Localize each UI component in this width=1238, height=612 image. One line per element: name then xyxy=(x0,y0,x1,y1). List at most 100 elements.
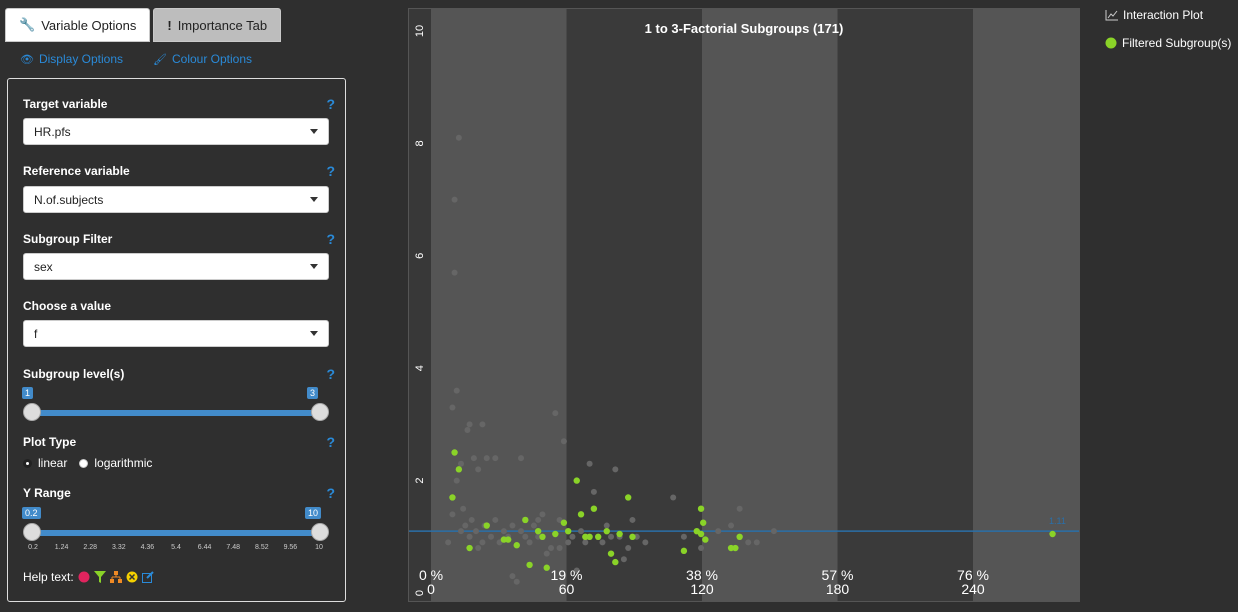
y-range-slider[interactable]: 0.2 10 xyxy=(22,507,329,551)
close-circle-icon[interactable] xyxy=(126,571,138,583)
filtered-subgroup-point xyxy=(577,511,585,518)
legend-interaction-plot[interactable]: Interaction Plot xyxy=(1105,8,1231,22)
legend-filtered-subgroups[interactable]: Filtered Subgroup(s) xyxy=(1105,36,1231,50)
tab-variable-options[interactable]: 🔧 Variable Options xyxy=(5,8,151,42)
y-range-ticks: 0.2 1.24 2.28 3.32 4.36 5.4 6.44 7.48 8.… xyxy=(23,544,329,554)
help-icon[interactable]: ? xyxy=(326,366,335,382)
slider-max-value: 3 xyxy=(307,387,319,399)
subgroup-filter-select[interactable]: sex xyxy=(23,253,329,280)
subgroup-point xyxy=(736,505,743,512)
subgroup-point xyxy=(565,539,572,546)
radio-linear[interactable] xyxy=(23,458,32,468)
help-icon[interactable]: ? xyxy=(326,163,335,179)
slider-max-handle[interactable] xyxy=(311,523,329,541)
tab-label: Variable Options xyxy=(41,17,137,33)
subgroup-point xyxy=(642,539,649,546)
select-value: sex xyxy=(34,259,53,274)
filtered-subgroup-point xyxy=(560,519,568,526)
slider-min-handle[interactable] xyxy=(23,523,41,541)
help-icon[interactable]: ? xyxy=(326,231,335,247)
filtered-subgroup-point xyxy=(466,544,473,552)
filtered-subgroup-point xyxy=(736,533,743,540)
subgroup-point xyxy=(479,539,486,546)
subgroup-point xyxy=(449,511,456,518)
subgroup-point xyxy=(518,528,525,535)
reference-variable-select[interactable]: N.of.subjects xyxy=(23,186,329,213)
subgroup-point xyxy=(488,533,495,540)
eye-icon: 👁 xyxy=(20,53,34,66)
select-value: HR.pfs xyxy=(34,124,71,139)
tab-importance[interactable]: ! Importance Tab xyxy=(153,8,282,42)
reference-line-label: 1.11 xyxy=(1049,516,1066,526)
subgroup-point xyxy=(513,578,520,585)
subgroup-point xyxy=(625,545,632,552)
filtered-subgroup-point xyxy=(629,533,636,540)
background-band xyxy=(431,9,567,601)
filtered-subgroup-point xyxy=(697,505,705,512)
subgroup-point xyxy=(455,134,462,141)
tab-label: Importance Tab xyxy=(177,17,268,33)
legend: Interaction Plot Filtered Subgroup(s) xyxy=(1105,8,1231,64)
filter-icon[interactable] xyxy=(93,571,106,583)
subgroup-point xyxy=(539,511,546,518)
reference-variable-label: Reference variable xyxy=(23,164,130,178)
chevron-down-icon xyxy=(310,129,318,134)
subgroup-levels-slider[interactable]: 1 3 xyxy=(22,387,329,431)
subtab-display-options[interactable]: 👁 Display Options xyxy=(20,52,123,66)
filtered-subgroup-point xyxy=(449,494,456,501)
select-value: N.of.subjects xyxy=(34,192,104,207)
help-icon[interactable]: ? xyxy=(326,485,335,501)
subgroup-filter-label: Subgroup Filter xyxy=(23,232,113,246)
hierarchy-icon[interactable] xyxy=(109,571,122,583)
filtered-subgroup-point xyxy=(539,533,546,540)
circle-icon[interactable] xyxy=(78,571,90,583)
subgroup-point xyxy=(479,421,486,428)
subgroup-point xyxy=(509,522,516,529)
subgroup-point xyxy=(590,488,597,495)
subgroup-point xyxy=(518,455,525,462)
filtered-subgroup-point xyxy=(594,533,602,540)
help-text-label: Help text: xyxy=(23,570,74,584)
filtered-subgroup-point xyxy=(607,550,615,557)
edit-icon[interactable] xyxy=(141,571,154,583)
subgroup-point xyxy=(680,533,687,540)
subgroup-point xyxy=(458,460,465,467)
slider-max-handle[interactable] xyxy=(311,403,329,421)
filtered-subgroup-point xyxy=(543,564,550,571)
filtered-subgroup-point xyxy=(451,449,458,456)
subtab-colour-options[interactable]: 🖌 Colour Options xyxy=(153,52,252,66)
slider-tick: 1.24 xyxy=(54,544,69,551)
filtered-subgroup-point xyxy=(603,527,610,535)
subgroup-point xyxy=(608,533,615,540)
subgroup-point xyxy=(715,528,722,535)
filtered-subgroup-point xyxy=(732,544,739,552)
target-variable-select[interactable]: HR.pfs xyxy=(23,118,329,145)
chevron-down-icon xyxy=(310,264,318,269)
filtered-subgroup-point xyxy=(590,505,598,512)
background-band xyxy=(566,9,702,601)
chart-title: 1 to 3-Factorial Subgroups (171) xyxy=(645,21,844,36)
background-band xyxy=(837,9,973,601)
help-icon[interactable]: ? xyxy=(326,434,335,450)
help-icon[interactable]: ? xyxy=(326,96,335,112)
subgroup-point xyxy=(466,421,473,428)
slider-min-value: 0.2 xyxy=(22,507,41,519)
choose-value-select[interactable]: f xyxy=(23,320,329,347)
slider-min-handle[interactable] xyxy=(23,403,41,421)
slider-min-value: 1 xyxy=(22,387,34,399)
filtered-subgroup-point xyxy=(522,516,529,524)
plot-area[interactable]: 0 2 4 6 8 10 1.11 1 to 3-Factorial Subgroups (1… xyxy=(408,8,1109,602)
tab-bar: 🔧 Variable Options ! Importance Tab xyxy=(5,8,284,42)
scatter-chart[interactable]: 0 2 4 6 8 10 1.11 1 to 3-Factorial Subgroups (1… xyxy=(409,9,1109,601)
radio-logarithmic[interactable] xyxy=(79,458,89,468)
x-tick-label-count: 240 xyxy=(961,581,985,597)
filtered-subgroup-point xyxy=(483,522,490,529)
subtab-label: Colour Options xyxy=(171,52,253,66)
subgroup-point xyxy=(468,516,475,523)
filtered-subgroup-point xyxy=(534,527,542,535)
subtab-label: Display Options xyxy=(38,52,124,66)
subgroup-point xyxy=(728,522,735,529)
filtered-subgroup-point xyxy=(513,542,520,549)
radio-logarithmic-label: logarithmic xyxy=(94,456,153,470)
subgroup-point xyxy=(475,466,482,473)
